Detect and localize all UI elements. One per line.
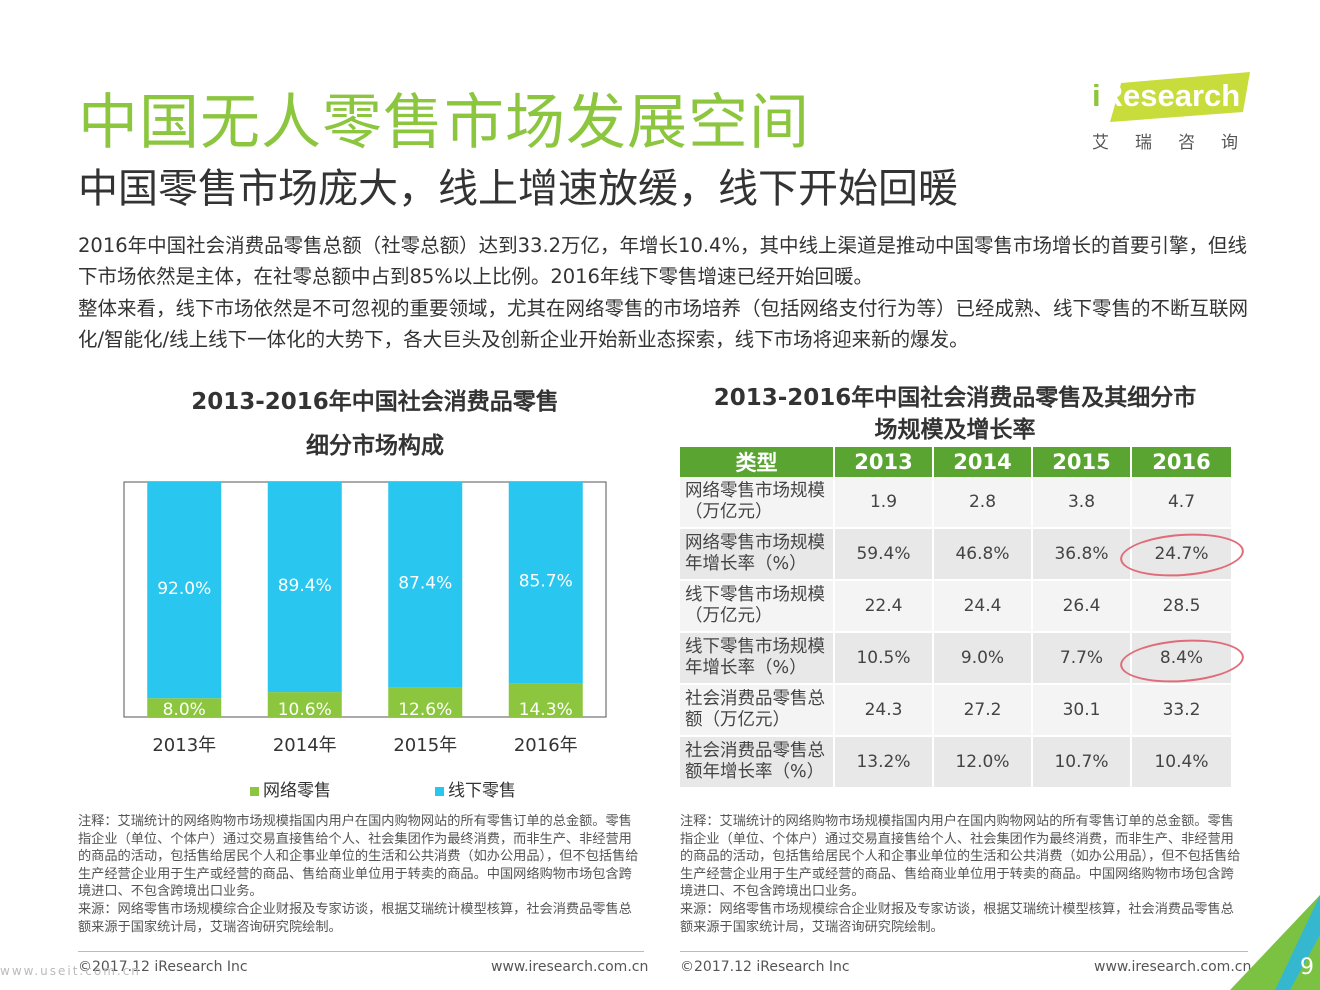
table-cell: 24.7% [1131, 528, 1233, 581]
table-cell: 4.7 [1131, 477, 1233, 529]
right-notes: 注释：艾瑞统计的网络购物市场规模指国内用户在国内购物网站的所有零售订单的总金额。… [680, 813, 1242, 936]
bar-offline [508, 482, 583, 684]
bar-data-label: 87.4% [398, 574, 452, 594]
bar-online [147, 698, 222, 717]
bar-offline [147, 482, 222, 699]
table-cell: 9.0% [933, 632, 1033, 685]
right-note-text: 注释：艾瑞统计的网络购物市场规模指国内用户在国内购物网站的所有零售订单的总金额。… [680, 814, 1241, 900]
table-cell: 24.4 [933, 580, 1033, 633]
table-row: 线下零售市场规模年增长率（%） 10.5% 9.0% 7.7% 8.4% [680, 632, 1233, 685]
bar-online [267, 692, 342, 717]
x-tick-label: 2015年 [393, 735, 457, 756]
table-row: 线下零售市场规模（万亿元） 22.4 24.4 26.4 28.5 [680, 580, 1233, 633]
left-chart-title-line2: 细分市场构成 [306, 433, 444, 459]
left-notes: 注释：艾瑞统计的网络购物市场规模指国内用户在国内购物网站的所有零售订单的总金额。… [78, 813, 640, 936]
table-cell: 8.4% [1131, 632, 1233, 685]
table-cell: 59.4% [834, 528, 934, 581]
bar-data-label: 85.7% [519, 572, 573, 592]
footer-website-left: www.iresearch.com.cn [491, 959, 649, 975]
table-header-cell: 2013 [834, 447, 934, 477]
bar-data-label: 8.0% [163, 700, 206, 720]
table-cell: 7.7% [1032, 632, 1132, 685]
bar-data-label: 89.4% [278, 576, 332, 596]
left-source-text: 来源：网络零售市场规模综合企业财报及专家访谈，根据艾瑞统计模型核算，社会消费品零… [78, 901, 632, 935]
table-row: 社会消费品零售总额（万亿元） 24.3 27.2 30.1 33.2 [680, 684, 1233, 737]
footer-website-right: www.iresearch.com.cn [1094, 959, 1252, 975]
table-cell: 1.9 [834, 477, 934, 529]
table-cell: 27.2 [933, 684, 1033, 737]
intro-paragraph-1: 2016年中国社会消费品零售总额（社零总额）达到33.2万亿，年增长10.4%，… [78, 234, 1247, 288]
table-header-row: 类型 2013 2014 2015 2016 [680, 447, 1233, 477]
page-title: 中国无人零售市场发展空间 [78, 88, 810, 158]
x-tick-label: 2014年 [273, 735, 337, 756]
footer-divider-right [680, 951, 1248, 952]
bar-data-label: 92.0% [157, 579, 211, 599]
iresearch-logo: iResearch 艾瑞咨询 [1090, 70, 1260, 155]
table-cell: 10.7% [1032, 736, 1132, 789]
row-label: 线下零售市场规模（万亿元） [680, 580, 835, 633]
page-subtitle: 中国零售市场庞大，线上增速放缓，线下开始回暖 [78, 166, 958, 212]
footer-divider-left [78, 951, 644, 952]
logo-subtext: 艾瑞咨询 [1092, 133, 1264, 153]
page-number: 9 [1300, 955, 1314, 980]
logo-wordmark: iResearch [1092, 78, 1241, 113]
bar-online [508, 683, 583, 717]
table-cell: 3.8 [1032, 477, 1132, 529]
legend-swatch-offline [435, 786, 444, 796]
table-row: 网络零售市场规模（万亿元） 1.9 2.8 3.8 4.7 [680, 477, 1233, 529]
table-cell: 26.4 [1032, 580, 1132, 633]
left-note-text: 注释：艾瑞统计的网络购物市场规模指国内用户在国内购物网站的所有零售订单的总金额。… [78, 814, 639, 900]
plot-frame [123, 481, 607, 718]
legend-item-offline: 线下零售 [435, 776, 516, 801]
table-row: 社会消费品零售总额年增长率（%） 13.2% 12.0% 10.7% 10.4% [680, 736, 1233, 789]
chart-legend: 网络零售 线下零售 [250, 776, 620, 801]
bar-offline [388, 482, 463, 688]
corner-decoration [1230, 895, 1320, 990]
bar-data-label: 14.3% [519, 700, 573, 720]
bar-offline [267, 482, 342, 693]
x-tick-label: 2016年 [514, 735, 578, 756]
table-cell: 13.2% [834, 736, 934, 789]
watermark: www.useit.com.cn [0, 964, 141, 978]
stacked-bar-chart: 8.0% 92.0% 2013年 10.6% 89.4% 2014年 12.6% 87.4% 2… [123, 481, 607, 756]
right-table-title-line1: 2013-2016年中国社会消费品零售及其细分市 [713, 385, 1197, 411]
row-label: 社会消费品零售总额年增长率（%） [680, 736, 835, 789]
legend-item-online: 网络零售 [250, 776, 331, 801]
intro-paragraph-2: 整体来看，线下市场依然是不可忽视的重要领域，尤其在网络零售的市场培养（包括网络支… [78, 297, 1249, 351]
table-cell: 30.1 [1032, 684, 1132, 737]
right-source-text: 来源：网络零售市场规模综合企业财报及专家访谈，根据艾瑞统计模型核算，社会消费品零… [680, 901, 1234, 935]
row-label: 网络零售市场规模年增长率（%） [680, 528, 835, 581]
bar-data-label: 12.6% [398, 700, 452, 720]
table-cell: 33.2 [1131, 684, 1233, 737]
table-header-cell: 类型 [680, 447, 835, 477]
row-label: 线下零售市场规模年增长率（%） [680, 632, 835, 685]
table-header-cell: 2015 [1032, 447, 1132, 477]
market-size-table: 类型 2013 2014 2015 2016 网络零售市场规模（万亿元） 1.9… [680, 447, 1233, 789]
table-cell: 10.5% [834, 632, 934, 685]
row-label: 社会消费品零售总额（万亿元） [680, 684, 835, 737]
table-cell: 12.0% [933, 736, 1033, 789]
right-table-title-line2: 场规模及增长率 [874, 417, 1036, 443]
footer-copyright-right: ©2017.12 iResearch Inc [680, 959, 850, 975]
footer-copyright-left: ©2017.12 iResearch Inc [78, 959, 248, 975]
right-table-title: 2013-2016年中国社会消费品零售及其细分市 场规模及增长率 [680, 382, 1230, 446]
table-cell: 46.8% [933, 528, 1033, 581]
row-label: 网络零售市场规模（万亿元） [680, 477, 835, 529]
bar-online [388, 687, 463, 717]
bar-data-label: 10.6% [278, 700, 332, 720]
left-chart-title-line1: 2013-2016年中国社会消费品零售 [191, 389, 559, 415]
table-header-cell: 2014 [933, 447, 1033, 477]
table-cell: 2.8 [933, 477, 1033, 529]
table-cell: 36.8% [1032, 528, 1132, 581]
table-row: 网络零售市场规模年增长率（%） 59.4% 46.8% 36.8% 24.7% [680, 528, 1233, 581]
table-cell: 28.5 [1131, 580, 1233, 633]
table-cell: 10.4% [1131, 736, 1233, 789]
table-header-cell: 2016 [1131, 447, 1233, 477]
x-tick-label: 2013年 [152, 735, 216, 756]
table-cell: 22.4 [834, 580, 934, 633]
legend-swatch-online [250, 786, 259, 796]
table-cell: 24.3 [834, 684, 934, 737]
